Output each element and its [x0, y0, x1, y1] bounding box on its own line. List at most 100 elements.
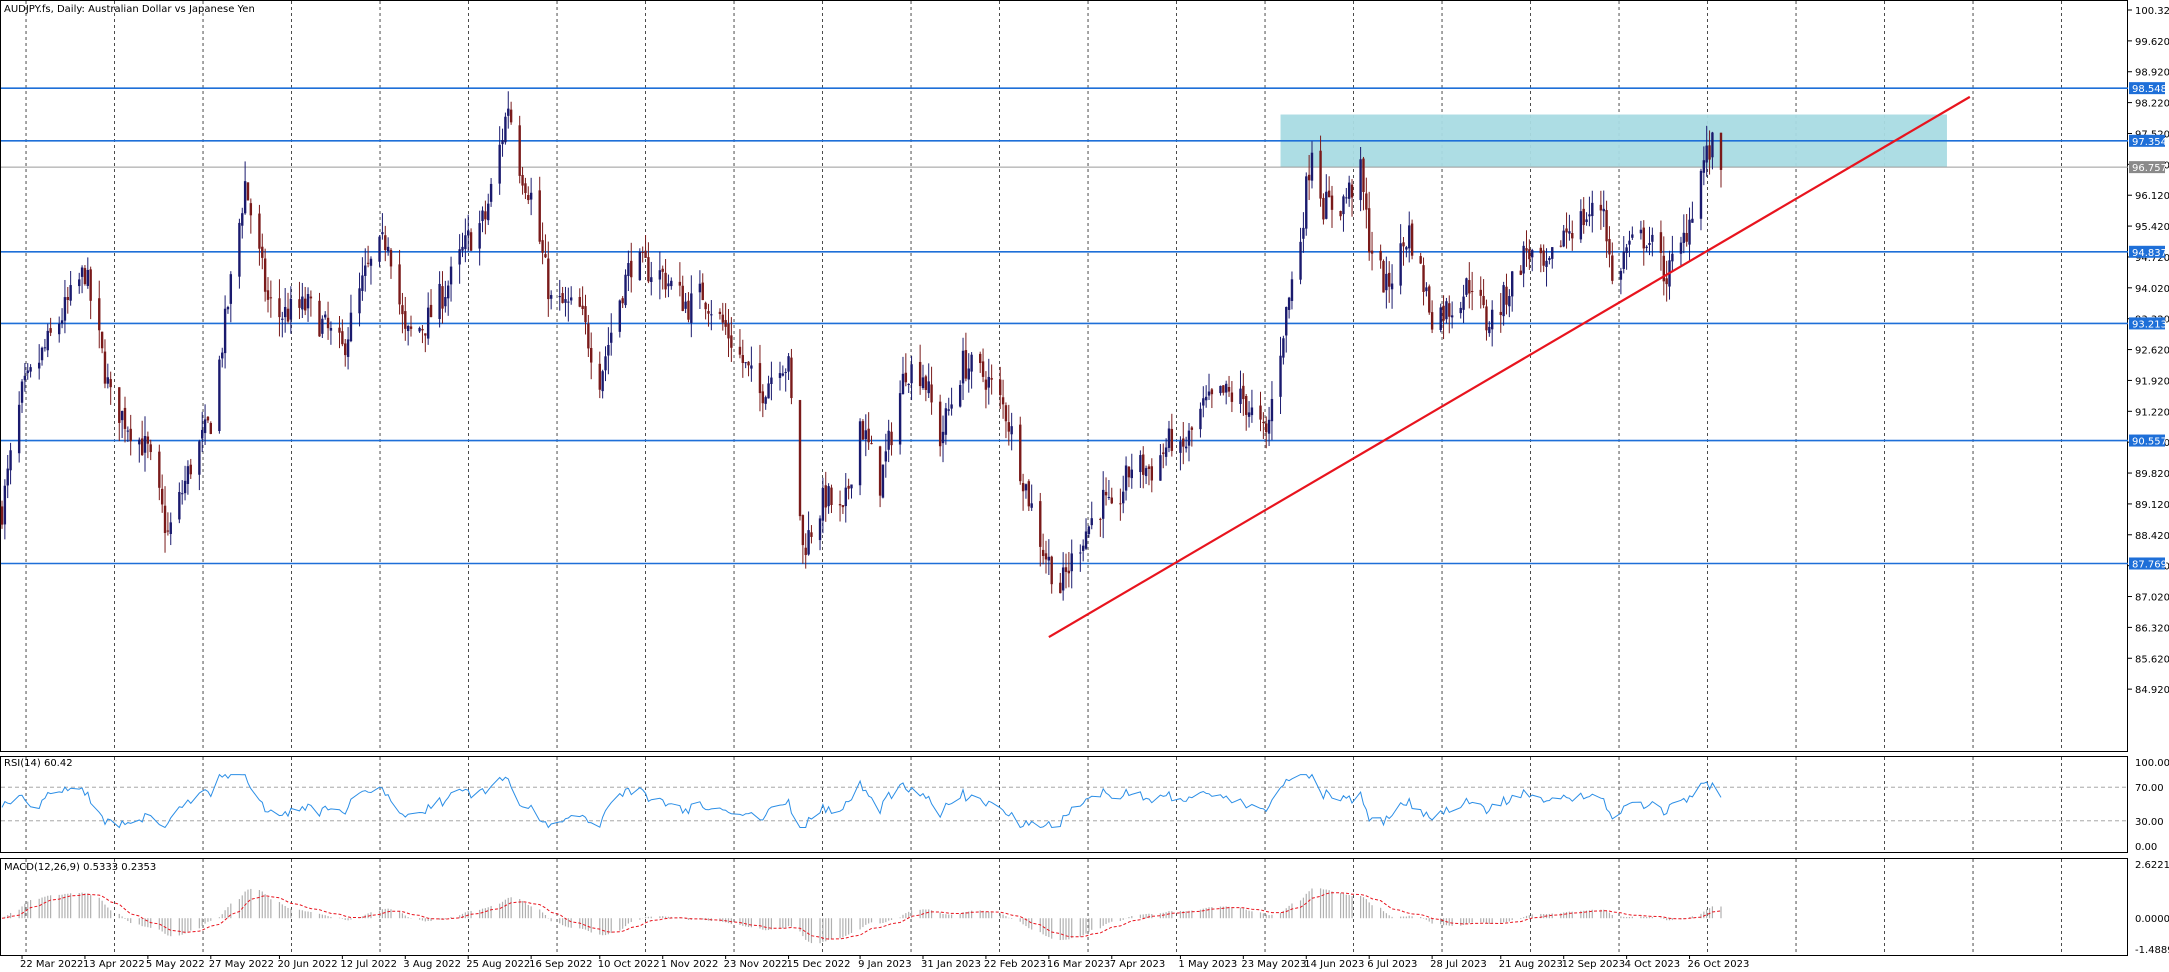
candle-body: [604, 356, 607, 371]
candle-body: [1007, 422, 1011, 432]
candle-body: [1147, 466, 1151, 469]
candle-body: [1310, 152, 1314, 181]
y-tick-label: 89.120: [2135, 500, 2169, 511]
candle-body: [1305, 176, 1308, 229]
candle-body: [1290, 279, 1294, 301]
candle-body: [1247, 412, 1251, 417]
macd-tick-label: 0.0000: [2135, 914, 2169, 925]
candle-body: [870, 443, 873, 445]
y-tick-label: 99.620: [2135, 37, 2169, 48]
candle-body: [647, 257, 650, 282]
candle-body: [498, 144, 501, 184]
candle-body: [1287, 297, 1291, 310]
candle-body: [1182, 438, 1185, 447]
candle-body: [1024, 484, 1028, 491]
candle-body: [0, 506, 4, 525]
candle-body: [1367, 208, 1371, 253]
macd-panel: 2.6221 0.0000 -1.4889: [1, 860, 2169, 956]
candle-body: [1665, 278, 1668, 285]
candle-body: [947, 409, 950, 411]
candle-body: [764, 397, 767, 404]
candle-body: [481, 210, 484, 222]
candle-body: [78, 279, 81, 287]
candle-body: [1204, 396, 1208, 401]
candle-body: [109, 379, 112, 388]
candle-body: [58, 323, 61, 335]
candle-body: [384, 235, 387, 251]
candle-body: [186, 466, 190, 484]
level-label-box: [2129, 557, 2165, 570]
candle-body: [169, 522, 172, 534]
candle-body: [918, 361, 922, 387]
candle-body: [1021, 482, 1025, 492]
candle-body: [590, 347, 593, 363]
candle-body: [458, 249, 461, 265]
candle-body: [66, 296, 69, 300]
candle-body: [126, 430, 130, 432]
level-label: 93.213: [2132, 319, 2167, 330]
candle-body: [927, 381, 930, 394]
candle-body: [1511, 271, 1514, 297]
candle-body: [1465, 278, 1468, 295]
candle-body: [1224, 383, 1228, 393]
panel-border: [0, 0, 2128, 752]
candle-body: [424, 333, 427, 336]
rsi-tick-label: 30.00: [2135, 817, 2164, 828]
x-tick-label: 26 Oct 2023: [1688, 959, 1750, 970]
candle-body: [346, 339, 350, 357]
candle-body: [309, 296, 313, 299]
level-label-box: [2129, 82, 2165, 95]
candle-body: [1164, 447, 1168, 457]
candle-body: [1090, 518, 1093, 526]
candle-body: [881, 464, 885, 498]
candle-body: [1365, 193, 1368, 210]
candle-body: [1050, 556, 1053, 585]
x-tick-label: 23 Nov 2022: [724, 959, 788, 970]
candle-body: [226, 307, 230, 310]
candle-body: [1347, 182, 1351, 199]
y-tick-label: 84.920: [2135, 685, 2169, 696]
candle-body: [183, 480, 187, 494]
candle-body: [567, 301, 570, 303]
candle-body: [467, 230, 470, 236]
candle-body: [140, 438, 144, 456]
candle-body: [386, 246, 390, 252]
candle-body: [601, 371, 604, 392]
candle-body: [721, 314, 724, 323]
candle-body: [1445, 301, 1448, 320]
candle-body: [1691, 218, 1694, 223]
candle-body: [9, 450, 12, 471]
candle-body: [1184, 446, 1188, 449]
candle-body: [844, 487, 847, 507]
candle-body: [684, 301, 687, 309]
candle-body: [180, 493, 184, 495]
candle-body: [60, 320, 64, 324]
candle-body: [784, 372, 787, 374]
candle-body: [504, 116, 507, 143]
rsi-tick-label: 70.00: [2135, 783, 2164, 794]
x-tick-label: 12 Sep 2023: [1562, 959, 1625, 970]
candle-body: [1502, 285, 1505, 317]
candle-body: [1087, 526, 1091, 535]
candle-body: [1322, 197, 1325, 220]
candle-body: [999, 379, 1002, 396]
candle-body: [369, 258, 373, 266]
candle-body: [1625, 247, 1628, 253]
candle-body: [727, 323, 730, 339]
x-tick-label: 16 Mar 2023: [1047, 959, 1110, 970]
panel-border: [0, 858, 2128, 956]
x-tick-label: 3 Aug 2022: [403, 959, 461, 970]
candle-body: [1642, 227, 1645, 249]
candle-body: [798, 400, 802, 517]
candle-body: [401, 305, 404, 315]
candle-body: [1482, 295, 1485, 306]
candle-body: [1468, 280, 1471, 294]
candle-body: [26, 370, 29, 374]
candle-body: [344, 343, 347, 356]
candle-body: [138, 439, 141, 445]
candle-body: [23, 375, 27, 381]
candle-body: [1139, 455, 1142, 473]
level-label-box: [2129, 161, 2165, 174]
candle-body: [1339, 211, 1342, 217]
